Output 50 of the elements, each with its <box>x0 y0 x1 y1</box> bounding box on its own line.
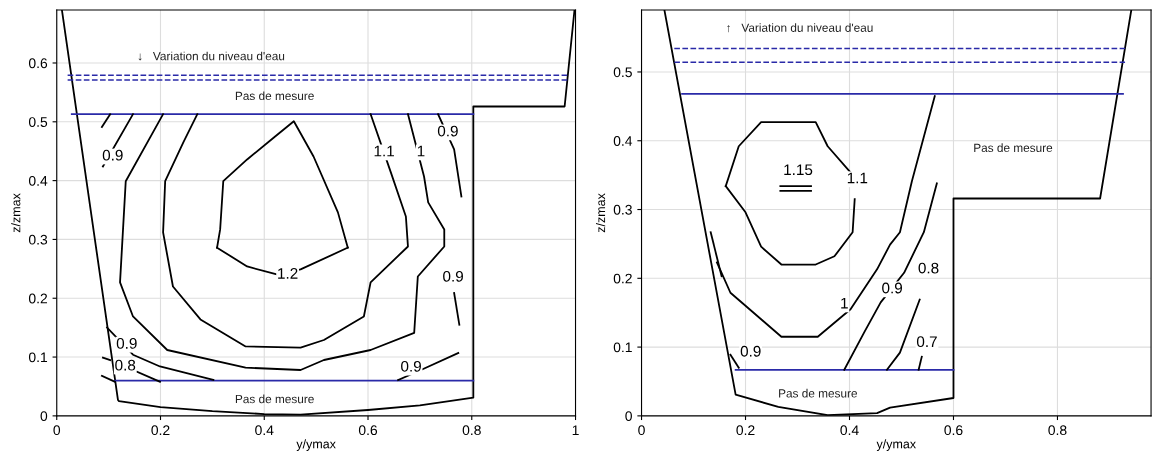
x-tick-label: 0.2 <box>736 425 755 436</box>
x-tick-label: 0.4 <box>840 425 859 436</box>
y-tick-label: 0.3 <box>28 234 48 245</box>
annotation: 0.8 <box>918 262 939 274</box>
annotation: 0.9 <box>437 125 458 137</box>
annotation: 0.9 <box>116 337 137 349</box>
annotation: 1.1 <box>374 145 394 157</box>
annotation: 1.15 <box>784 164 813 176</box>
y-axis-title: z/zmax <box>595 193 606 233</box>
annotation: 0.9 <box>401 360 421 372</box>
annotation: 0.9 <box>443 270 463 282</box>
annotation: 0.8 <box>115 359 136 371</box>
x-axis-title: y/ymax <box>876 439 916 451</box>
x-axis-title: y/ymax <box>296 439 336 451</box>
annotation: Pas de mesure <box>974 143 1053 153</box>
y-tick-label: 0.1 <box>28 352 48 363</box>
annotation: 1 <box>417 145 425 157</box>
annotation: 1.2 <box>278 268 298 279</box>
y-tick-label: 0.5 <box>613 67 632 78</box>
x-tick-label: 0.4 <box>255 425 274 436</box>
y-tick-label: 0 <box>40 411 48 422</box>
x-tick-label: 1 <box>572 425 579 435</box>
y-tick-label: 0.1 <box>613 342 632 353</box>
y-tick-label: 0.4 <box>28 175 48 186</box>
annotation: ↑ Variation du niveau d'eau <box>727 23 873 33</box>
y-tick-label: 0.6 <box>28 58 48 69</box>
x-tick-label: 0.6 <box>358 425 378 436</box>
annotation: 0.9 <box>740 345 761 357</box>
x-tick-label: 0.8 <box>1048 425 1067 436</box>
x-tick-label: 0 <box>638 425 645 436</box>
annotation: 1 <box>841 297 848 309</box>
annotation: Pas de mesure <box>235 394 314 404</box>
annotation: Pas de mesure <box>779 388 857 398</box>
y-axis-title: z/zmax <box>11 193 21 233</box>
x-tick-label: 0.6 <box>944 425 963 436</box>
y-tick-label: 0.3 <box>613 204 632 215</box>
y-tick-label: 0.2 <box>613 273 632 284</box>
annotation: 0.9 <box>882 282 903 294</box>
y-tick-label: 0.4 <box>613 136 633 146</box>
x-tick-label: 0 <box>53 425 61 436</box>
x-tick-label: 0.2 <box>151 425 170 436</box>
annotation: 0.9 <box>102 149 123 161</box>
y-tick-label: 0.5 <box>28 117 48 127</box>
y-tick-label: 0 <box>625 411 632 422</box>
annotation: ↓ Variation du niveau d'eau <box>138 51 285 61</box>
annotation: 0.7 <box>916 336 937 348</box>
annotation: Pas de mesure <box>235 91 314 101</box>
annotation: 1.1 <box>847 172 868 184</box>
y-tick-label: 0.2 <box>28 293 48 304</box>
x-tick-label: 0.8 <box>462 425 481 436</box>
